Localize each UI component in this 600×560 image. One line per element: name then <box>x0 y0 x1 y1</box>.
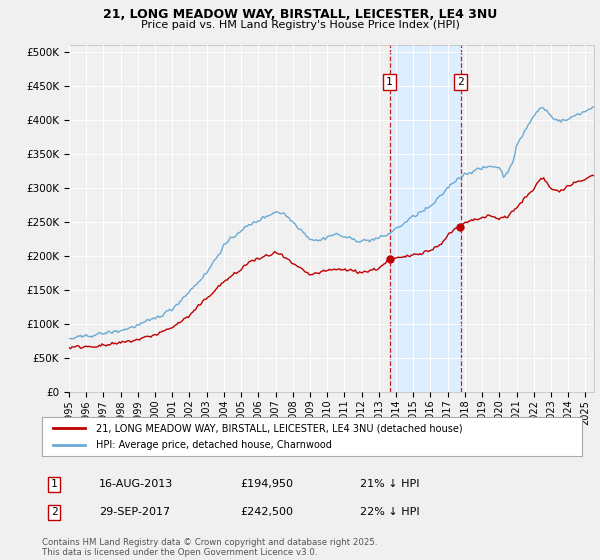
Text: Contains HM Land Registry data © Crown copyright and database right 2025.
This d: Contains HM Land Registry data © Crown c… <box>42 538 377 557</box>
Text: 1: 1 <box>50 479 58 489</box>
Text: 2: 2 <box>457 77 464 87</box>
Text: 21, LONG MEADOW WAY, BIRSTALL, LEICESTER, LE4 3NU (detached house): 21, LONG MEADOW WAY, BIRSTALL, LEICESTER… <box>96 423 463 433</box>
Bar <box>389 45 461 392</box>
Text: £194,950: £194,950 <box>240 479 293 489</box>
Text: HPI: Average price, detached house, Charnwood: HPI: Average price, detached house, Char… <box>96 440 332 450</box>
Text: 22% ↓ HPI: 22% ↓ HPI <box>360 507 419 517</box>
Text: Price paid vs. HM Land Registry's House Price Index (HPI): Price paid vs. HM Land Registry's House … <box>140 20 460 30</box>
Text: 16-AUG-2013: 16-AUG-2013 <box>99 479 173 489</box>
Text: £242,500: £242,500 <box>240 507 293 517</box>
Text: 21% ↓ HPI: 21% ↓ HPI <box>360 479 419 489</box>
Text: 2: 2 <box>50 507 58 517</box>
Text: 29-SEP-2017: 29-SEP-2017 <box>99 507 170 517</box>
Text: 21, LONG MEADOW WAY, BIRSTALL, LEICESTER, LE4 3NU: 21, LONG MEADOW WAY, BIRSTALL, LEICESTER… <box>103 8 497 21</box>
Text: 1: 1 <box>386 77 393 87</box>
